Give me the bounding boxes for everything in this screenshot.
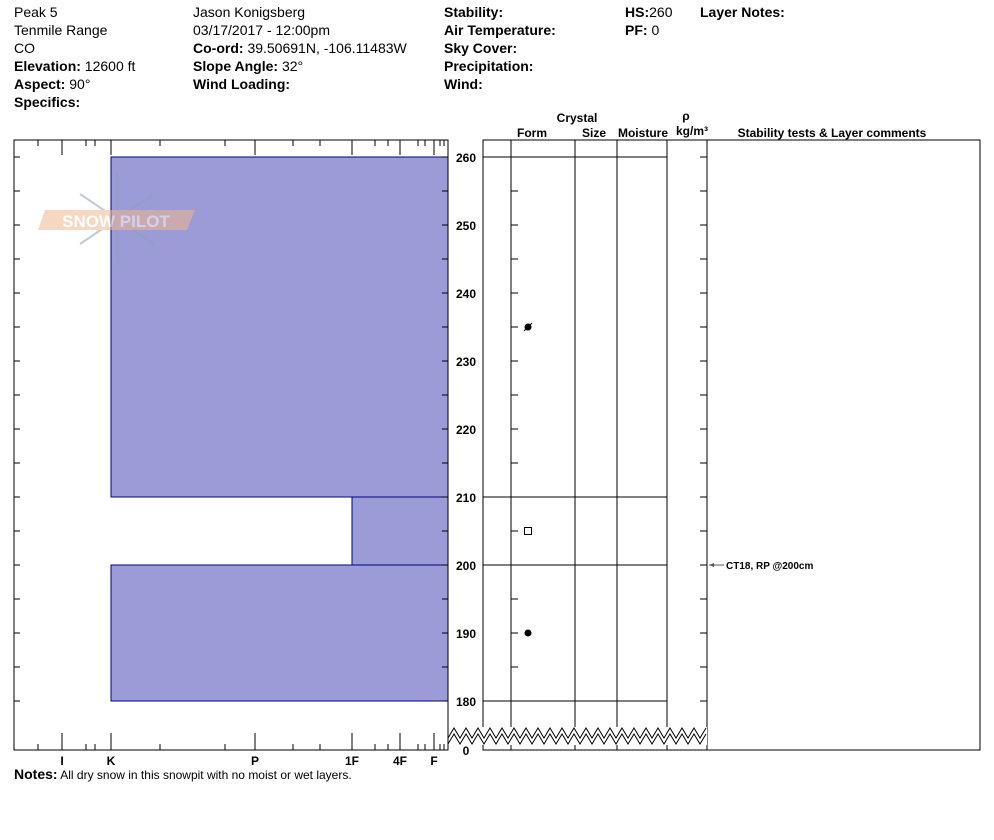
y-tick-label: 240 — [456, 287, 476, 301]
arrow-head-icon — [709, 563, 714, 567]
col-size: Size — [582, 126, 606, 140]
header-col-location: Peak 5 Tenmile Range CO Elevation: 12600… — [14, 3, 135, 111]
aspect: Aspect: 90° — [14, 76, 91, 92]
col-moisture: Moisture — [618, 126, 668, 140]
x-tick-label: F — [430, 754, 437, 768]
logo-text: SNOW PILOT — [62, 212, 170, 231]
x-tick-label: 4F — [393, 754, 407, 768]
x-tick-label: I — [60, 754, 63, 768]
header-col-observer: Jason Konigsberg 03/17/2017 - 12:00pm Co… — [193, 3, 407, 93]
slope-angle: Slope Angle: 32° — [193, 58, 304, 74]
faceted-square-symbol — [524, 527, 532, 535]
y-tick-label: 190 — [456, 627, 476, 641]
stability: Stability: — [444, 4, 504, 20]
col-form: Form — [517, 126, 547, 140]
y-tick-label: 250 — [456, 219, 476, 233]
hardness-frame — [13, 139, 449, 751]
pf: PF: 0 — [625, 22, 660, 38]
y-tick-label: 230 — [456, 355, 476, 369]
header-col-hs: HS:260 PF: 0 — [625, 3, 672, 39]
x-tick-label: P — [251, 754, 259, 768]
range: Tenmile Range — [14, 22, 108, 38]
wind: Wind: — [444, 76, 483, 92]
stability-test-label: CT18, RP @200cm — [726, 561, 813, 572]
hs: HS:260 — [625, 4, 673, 20]
filled-circle-symbol — [524, 629, 532, 637]
wind-loading: Wind Loading: — [193, 76, 291, 92]
x-tick-label: K — [107, 754, 116, 768]
col-crystal: Crystal — [557, 111, 598, 125]
header-col-weather: Stability: Air Temperature: Sky Cover: P… — [444, 3, 556, 93]
logo-band — [38, 210, 195, 230]
sky-cover: Sky Cover: — [444, 40, 518, 56]
datetime: 03/17/2017 - 12:00pm — [193, 22, 330, 38]
y-tick-label: 220 — [456, 423, 476, 437]
coord: Co-ord: 39.50691N, -106.11483W — [193, 40, 407, 56]
hardness-bar — [110, 564, 449, 702]
y-tick-label: 0 — [463, 744, 470, 758]
hardness-bar — [110, 156, 449, 498]
x-tick-label: 1F — [345, 754, 359, 768]
notes: Notes: All dry snow in this snowpit with… — [14, 766, 352, 782]
grain-slash — [523, 322, 533, 332]
axis-break-zigzag — [447, 733, 707, 746]
location: Peak 5 — [14, 4, 58, 20]
y-tick-label: 180 — [456, 695, 476, 709]
y-tick-label: 210 — [456, 491, 476, 505]
layer-notes: Layer Notes: — [700, 4, 785, 20]
specifics: Specifics: — [14, 94, 81, 110]
precipitation: Precipitation: — [444, 58, 534, 74]
y-tick-label: 200 — [456, 559, 476, 573]
snowpilot-logo: SNOW PILOT — [38, 172, 195, 266]
col-rho: ρ — [682, 109, 689, 123]
col-density-unit: kg/m³ — [676, 124, 708, 138]
elevation: Elevation: 12600 ft — [14, 58, 136, 74]
air-temperature: Air Temperature: — [444, 22, 556, 38]
y-tick-label: 260 — [456, 151, 476, 165]
hardness-bar — [351, 496, 449, 566]
profile-frame — [482, 139, 981, 751]
col-stability: Stability tests & Layer comments — [738, 126, 927, 140]
observer: Jason Konigsberg — [193, 4, 306, 20]
state: CO — [14, 40, 35, 56]
axis-break-zigzag — [447, 727, 707, 740]
